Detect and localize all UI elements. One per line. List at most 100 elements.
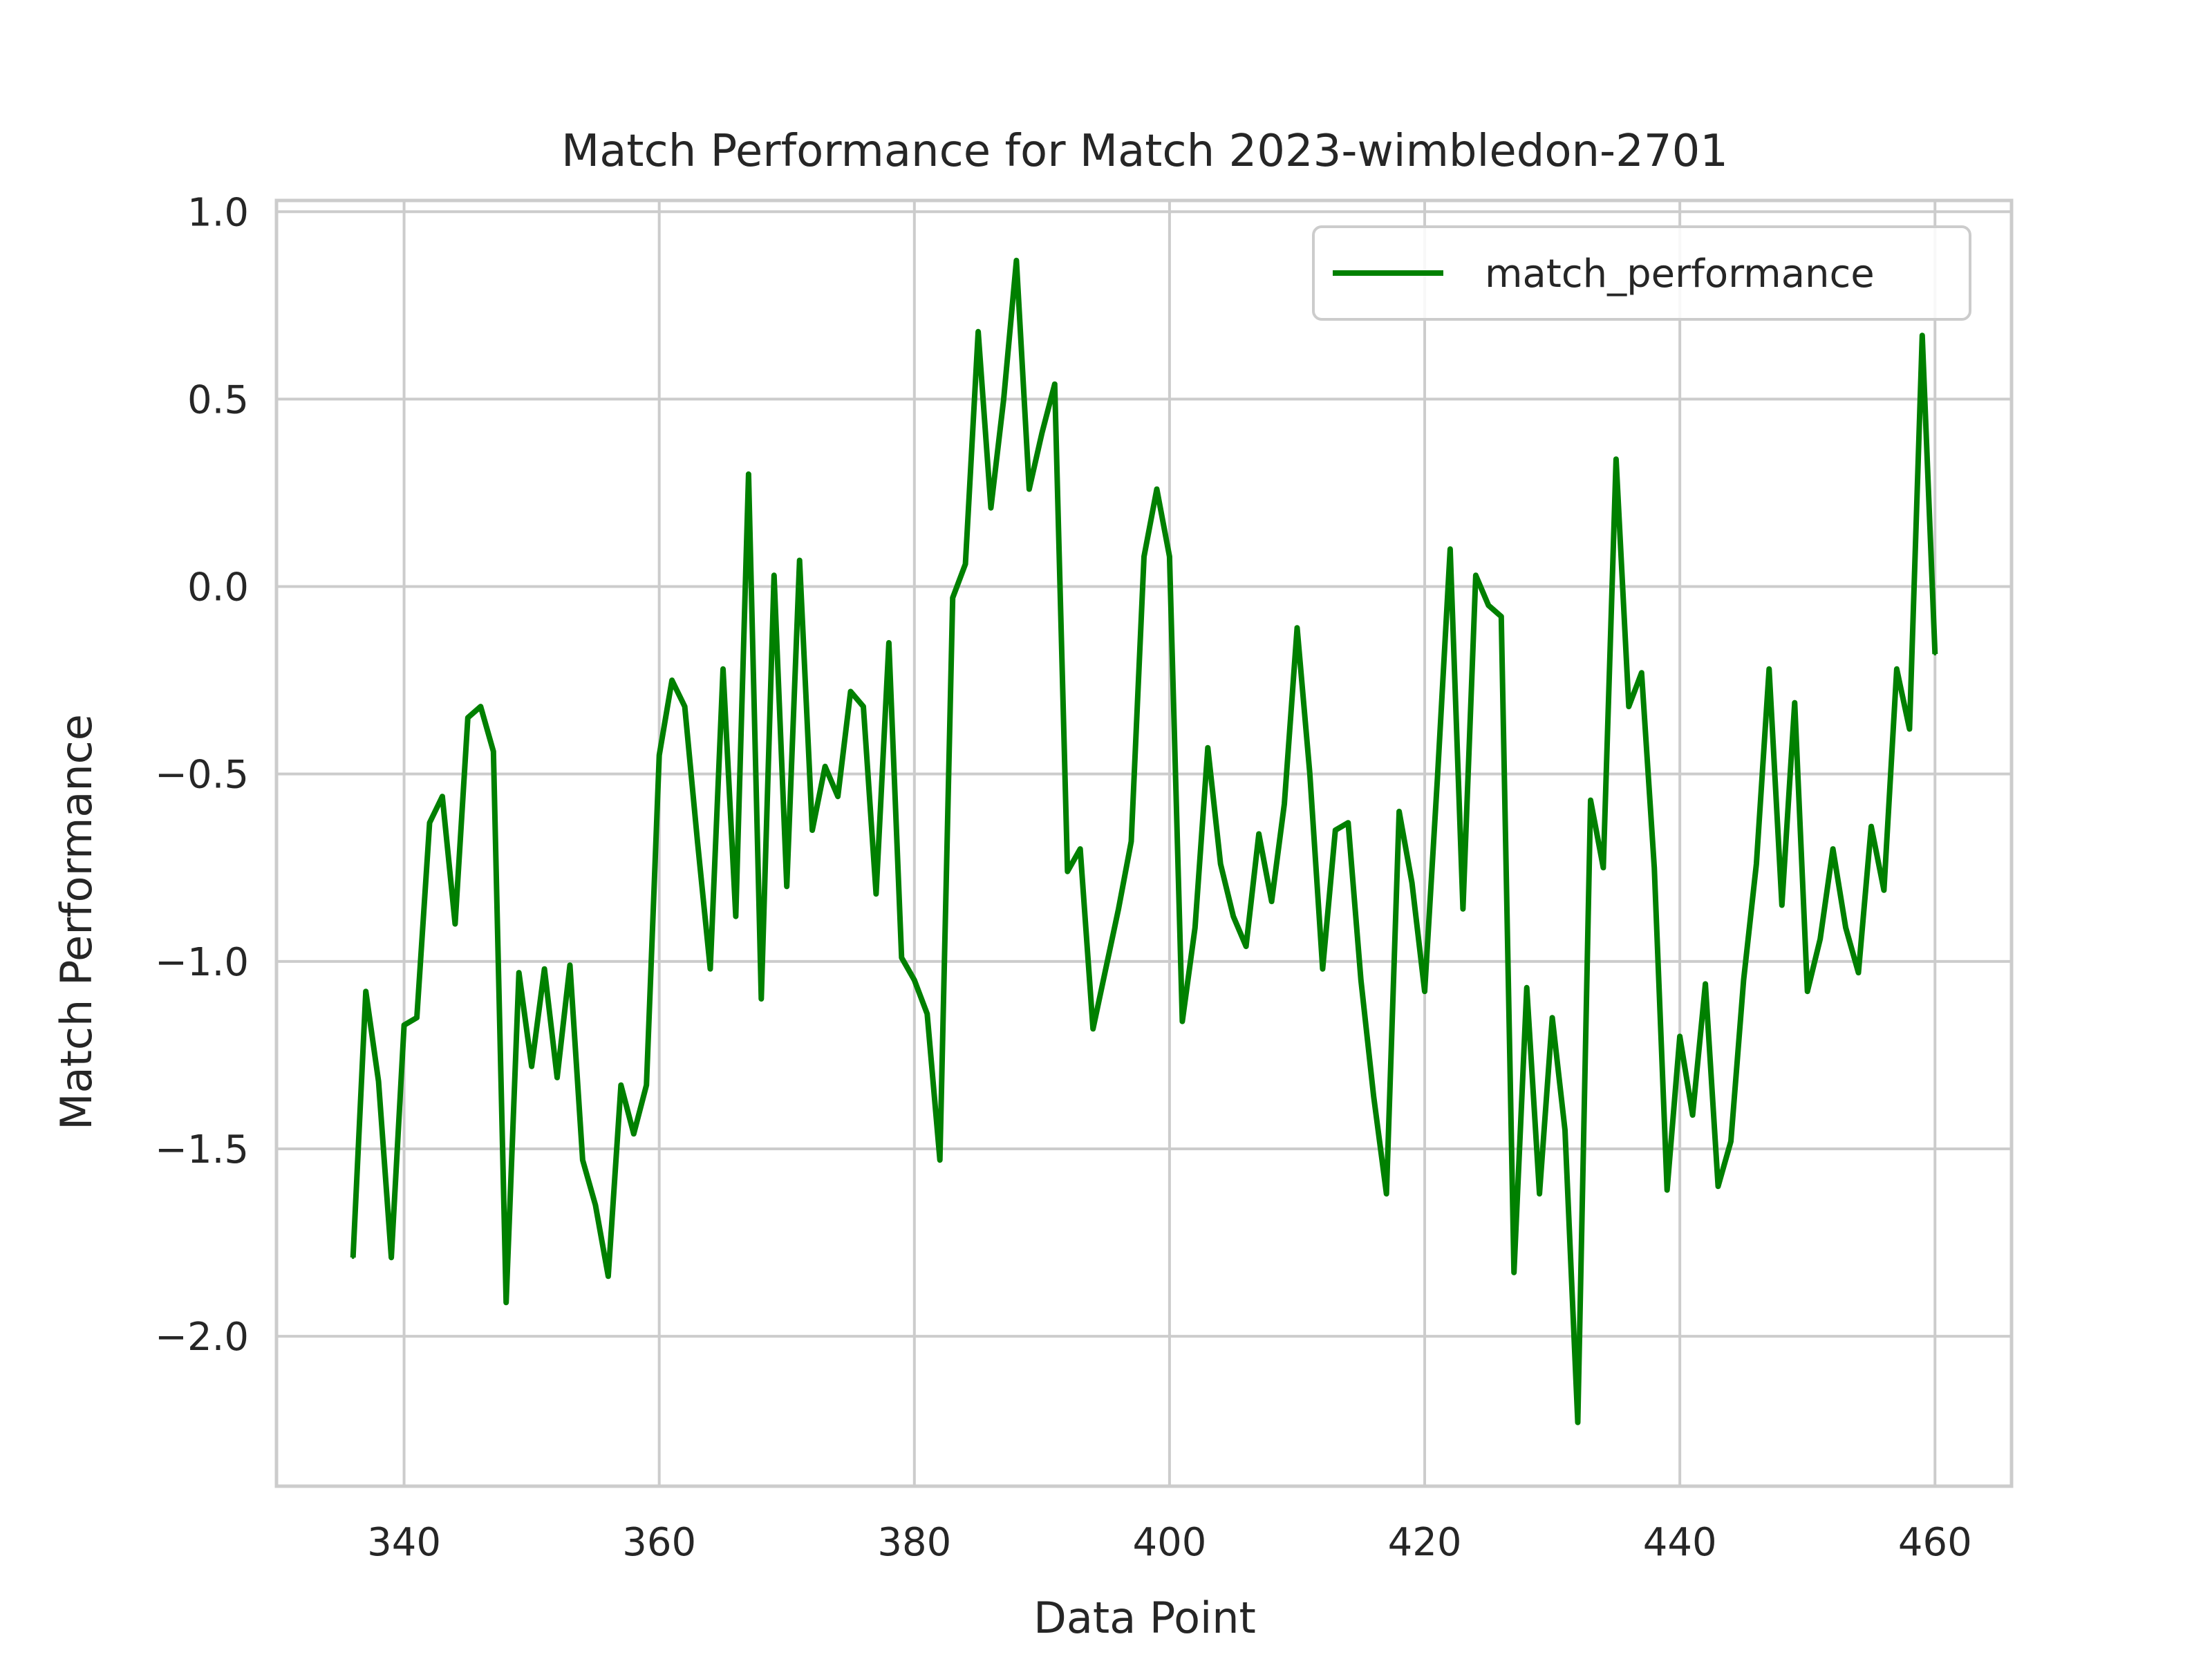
series-line-match-performance — [350, 257, 1938, 1425]
plot-frame — [274, 198, 2014, 1488]
data-point — [1257, 832, 1261, 836]
data-point — [543, 967, 546, 971]
data-point — [632, 1132, 635, 1136]
data-point — [466, 716, 469, 720]
data-point — [1308, 772, 1311, 776]
data-point — [849, 690, 852, 693]
data-point — [1219, 862, 1222, 865]
data-point — [1002, 397, 1005, 401]
data-point — [1270, 900, 1273, 903]
data-point — [1933, 653, 1937, 656]
y-axis-label: Match Performance — [51, 714, 102, 1130]
x-tick-label: 360 — [622, 1520, 696, 1565]
data-point — [594, 1203, 597, 1207]
data-point — [390, 1256, 393, 1259]
data-point — [1143, 555, 1145, 559]
data-point — [862, 705, 865, 709]
y-tick-label: 1.0 — [187, 190, 249, 235]
data-point — [479, 705, 482, 709]
data-point — [1040, 431, 1044, 435]
data-point — [823, 765, 827, 768]
data-point — [428, 821, 431, 825]
data-point — [785, 885, 789, 888]
data-point — [1614, 458, 1618, 461]
data-point — [619, 1083, 623, 1087]
data-point — [734, 915, 738, 918]
data-point — [1283, 803, 1286, 806]
data-point — [1550, 1016, 1554, 1020]
data-point — [440, 795, 444, 798]
data-point — [1742, 978, 1745, 982]
data-point — [1602, 866, 1605, 870]
data-point — [1091, 1027, 1095, 1031]
data-point — [1206, 746, 1210, 749]
data-point — [1920, 334, 1924, 337]
data-point — [1474, 574, 1477, 577]
data-point — [364, 990, 368, 993]
data-point — [772, 574, 776, 577]
data-point — [1780, 903, 1783, 907]
data-point — [1461, 907, 1465, 910]
x-tick-label: 380 — [877, 1520, 951, 1565]
data-point — [556, 1076, 559, 1079]
data-point — [453, 922, 457, 926]
data-point — [683, 705, 686, 709]
data-point — [747, 472, 750, 476]
data-point — [1512, 1271, 1516, 1274]
data-point — [1130, 840, 1133, 843]
data-point — [964, 563, 967, 565]
data-point — [645, 1083, 648, 1087]
data-point — [1232, 915, 1235, 918]
data-point — [1819, 937, 1822, 941]
data-point — [581, 1159, 584, 1162]
data-point — [1716, 1185, 1720, 1188]
data-point — [1155, 487, 1159, 491]
data-point — [1806, 990, 1809, 993]
data-point — [722, 667, 724, 671]
data-point — [1066, 870, 1069, 873]
data-point — [1104, 967, 1107, 971]
data-point — [798, 559, 801, 562]
data-point — [1589, 798, 1592, 802]
data-point — [1499, 615, 1503, 618]
y-tick-label: −1.0 — [155, 940, 249, 985]
data-point — [1436, 776, 1439, 780]
x-tick-label: 420 — [1388, 1520, 1462, 1565]
data-point — [530, 1065, 534, 1068]
data-point — [517, 971, 521, 975]
data-point — [1653, 866, 1656, 870]
legend-label: match_performance — [1485, 252, 1875, 297]
data-point — [977, 330, 980, 333]
data-point — [836, 795, 840, 798]
data-point — [351, 1256, 355, 1259]
data-point — [1525, 986, 1528, 989]
data-point — [1078, 847, 1082, 851]
data-point — [1053, 382, 1056, 386]
data-point — [505, 1301, 508, 1304]
data-points — [351, 259, 1937, 1424]
y-tick-label: −2.0 — [155, 1315, 249, 1360]
data-point — [1117, 907, 1121, 910]
legend: match_performance — [1312, 225, 1971, 321]
data-point — [1359, 978, 1362, 982]
data-point — [1627, 705, 1631, 709]
series-layer — [350, 257, 1938, 1425]
y-tick-label: 0.5 — [187, 377, 249, 422]
data-point — [900, 956, 903, 959]
data-point — [606, 1275, 610, 1278]
data-point — [1295, 626, 1299, 630]
data-point — [657, 753, 661, 757]
data-point — [912, 978, 916, 982]
data-point — [1895, 667, 1898, 671]
legend-box — [1312, 225, 1971, 321]
data-point — [1768, 667, 1771, 671]
data-point — [1844, 926, 1848, 929]
data-point — [760, 997, 763, 1000]
data-point — [1347, 821, 1350, 825]
data-point — [1882, 888, 1886, 892]
data-point — [1678, 1035, 1682, 1038]
data-point — [951, 596, 955, 599]
data-point — [874, 892, 878, 896]
data-point — [568, 964, 572, 967]
